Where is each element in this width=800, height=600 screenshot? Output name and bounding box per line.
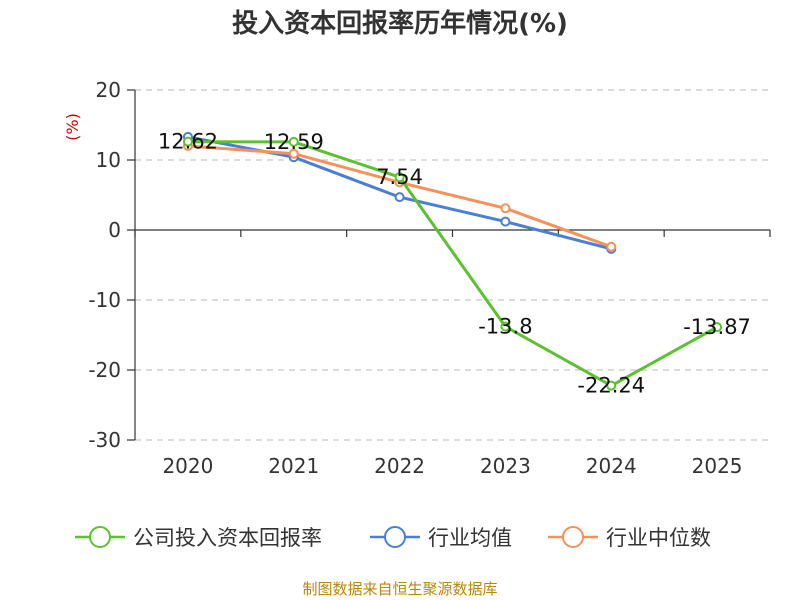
data-label: 12.62 xyxy=(158,130,218,154)
x-tick-label: 2025 xyxy=(692,454,743,478)
x-tick-label: 2020 xyxy=(162,454,213,478)
data-label: -22.24 xyxy=(577,374,645,398)
data-point xyxy=(500,203,511,214)
y-axis-unit: (%) xyxy=(63,113,82,141)
legend-marker xyxy=(384,526,406,548)
y-tick-label: 20 xyxy=(96,78,121,102)
y-tick-label: -30 xyxy=(88,428,121,452)
legend: 公司投入资本回报率 行业均值 行业中位数 xyxy=(75,526,711,550)
y-tick-label: 0 xyxy=(108,218,121,242)
x-tick-label: 2023 xyxy=(480,454,531,478)
legend-item-1: 行业均值 xyxy=(370,526,512,550)
source-note: 制图数据来自恒生聚源数据库 xyxy=(302,580,497,598)
grid-lines xyxy=(135,89,770,441)
data-point xyxy=(606,241,617,252)
series-0 xyxy=(182,136,723,391)
data-point xyxy=(500,216,511,227)
x-tick-labels: 2020 2021 2022 2023 2024 2025 xyxy=(162,454,742,478)
axes xyxy=(127,89,771,441)
data-point xyxy=(288,148,299,159)
series-2 xyxy=(182,141,617,252)
legend-label: 行业均值 xyxy=(428,526,512,550)
x-tick-label: 2024 xyxy=(586,454,637,478)
x-tick-label: 2022 xyxy=(374,454,425,478)
legend-label: 公司投入资本回报率 xyxy=(133,526,322,550)
series-layer xyxy=(182,131,723,391)
legend-marker xyxy=(562,526,584,548)
y-tick-label: 10 xyxy=(96,148,121,172)
data-point xyxy=(394,172,405,183)
data-point xyxy=(394,192,405,203)
x-tick-label: 2021 xyxy=(268,454,319,478)
legend-item-0: 公司投入资本回报率 xyxy=(75,526,322,550)
legend-item-2: 行业中位数 xyxy=(548,526,711,550)
data-label: -13.87 xyxy=(683,315,751,339)
y-tick-label: -20 xyxy=(88,358,121,382)
chart-title: 投入资本回报率历年情况(%) xyxy=(232,8,568,39)
data-point xyxy=(288,136,299,147)
data-labels: 12.62 12.59 7.54 -13.8 -22.24 -13.87 xyxy=(158,130,751,398)
data-point xyxy=(500,321,511,332)
data-label: 12.59 xyxy=(264,130,324,154)
data-label: 7.54 xyxy=(376,165,423,189)
data-point xyxy=(712,322,723,333)
data-point xyxy=(606,380,617,391)
data-point xyxy=(182,136,193,147)
legend-marker xyxy=(89,526,111,548)
y-tick-label: -10 xyxy=(88,288,121,312)
y-tick-labels: 20 10 0 -10 -20 -30 xyxy=(88,78,121,452)
data-label: -13.8 xyxy=(478,315,532,339)
series-line xyxy=(187,140,718,388)
legend-label: 行业中位数 xyxy=(606,526,711,550)
